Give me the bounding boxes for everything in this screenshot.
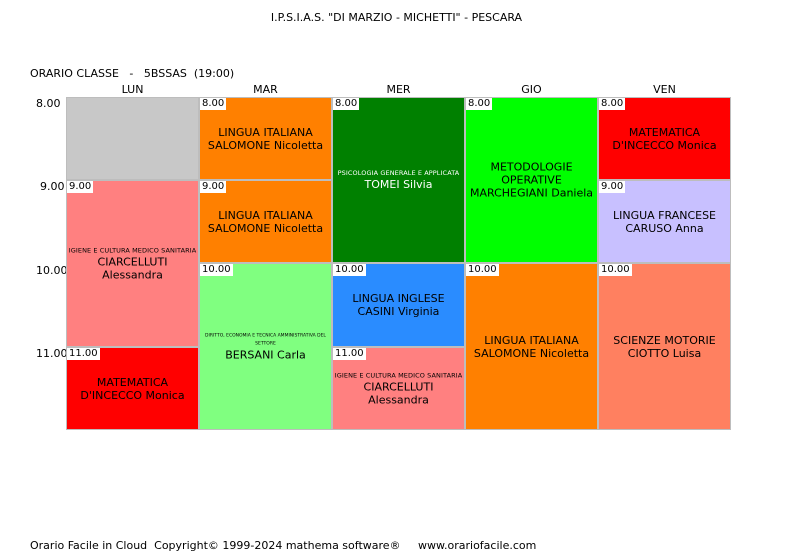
day-header-wed: MER [386, 83, 411, 96]
lesson-time: 11.00 [67, 348, 100, 360]
lesson-teacher: CIARCELLUTI Alessandra [97, 255, 168, 281]
footer-copyright: Orario Facile in Cloud Copyright© 1999-2… [30, 539, 537, 552]
lesson-time: 10.00 [333, 264, 366, 276]
lesson-teacher: CIOTTO Luisa [627, 346, 702, 360]
lesson-teacher: CIARCELLUTI Alessandra [363, 380, 434, 406]
day-header-thu: GIO [521, 83, 542, 96]
lesson-subject: DIRITTO, ECONOMIA E TECNICA AMMINISTRATI… [205, 333, 326, 346]
lesson-time: 9.00 [67, 181, 94, 193]
lesson-cell[interactable]: 8.00 METODOLOGIE OPERATIVE MARCHEGIANI D… [465, 97, 598, 263]
lesson-subject: LINGUA ITALIANA [218, 125, 313, 139]
lesson-time: 10.00 [200, 264, 233, 276]
lesson-subject: LINGUA INGLESE [352, 292, 445, 305]
lesson-teacher: CARUSO Anna [625, 221, 704, 235]
lesson-subject: MATEMATICA [96, 375, 169, 389]
lesson-subject: LINGUA ITALIANA [484, 333, 579, 347]
lesson-teacher: CASINI Virginia [357, 305, 440, 318]
lesson-cell[interactable]: 8.00 PSICOLOGIA GENERALE E APPLICATA TOM… [332, 97, 465, 263]
day-header-mon: LUN [121, 83, 144, 96]
lesson-teacher: TOMEI Silvia [364, 178, 433, 191]
lesson-cell[interactable]: 11.00 MATEMATICA D'INCECCO Monica [66, 347, 199, 430]
lesson-subject: SCIENZE MOTORIE [613, 333, 716, 347]
lesson-teacher: D'INCECCO Monica [80, 388, 185, 402]
lesson-subject: PSICOLOGIA GENERALE E APPLICATA [337, 169, 460, 177]
lesson-subject: LINGUA FRANCESE [612, 208, 717, 222]
lesson-subject: MATEMATICA [628, 125, 701, 139]
lesson-cell[interactable]: 9.00 LINGUA FRANCESE CARUSO Anna [598, 180, 731, 263]
day-header-fri: VEN [653, 83, 676, 96]
lesson-time: 10.00 [466, 264, 499, 276]
lesson-teacher: MARCHEGIANI Daniela [469, 186, 594, 200]
lesson-cell[interactable] [66, 97, 199, 180]
lesson-cell[interactable]: 9.00 IGIENE E CULTURA MEDICO SANITARIA C… [66, 180, 199, 347]
lesson-cell[interactable]: 9.00 LINGUA ITALIANA SALOMONE Nicoletta [199, 180, 332, 263]
class-label: ORARIO CLASSE - 5BSSAS (19:00) [30, 67, 235, 80]
lesson-subject: IGIENE E CULTURA MEDICO SANITARIA [334, 371, 463, 379]
lesson-time: 9.00 [200, 181, 227, 193]
lesson-teacher: SALOMONE Nicoletta [207, 221, 324, 235]
lesson-time: 8.00 [200, 98, 227, 110]
lesson-cell[interactable]: 8.00 LINGUA ITALIANA SALOMONE Nicoletta [199, 97, 332, 180]
lesson-subject: IGIENE E CULTURA MEDICO SANITARIA [68, 246, 197, 254]
lesson-subject: METODOLOGIE OPERATIVE [490, 160, 573, 187]
school-title: I.P.S.I.A.S. "DI MARZIO - MICHETTI" - PE… [270, 11, 523, 24]
hour-label-9: 9.00 [40, 180, 65, 193]
lesson-time: 10.00 [599, 264, 632, 276]
lesson-time: 9.00 [599, 181, 626, 193]
hour-label-11: 11.00 [36, 347, 68, 360]
lesson-subject: LINGUA ITALIANA [218, 208, 313, 222]
lesson-time: 8.00 [599, 98, 626, 110]
timetable-grid: 9.00 IGIENE E CULTURA MEDICO SANITARIA C… [66, 97, 731, 430]
lesson-cell[interactable]: 8.00 MATEMATICA D'INCECCO Monica [598, 97, 731, 180]
lesson-time: 11.00 [333, 348, 366, 360]
lesson-cell[interactable]: 10.00 LINGUA ITALIANA SALOMONE Nicoletta [465, 263, 598, 430]
lesson-cell[interactable]: 10.00 SCIENZE MOTORIE CIOTTO Luisa [598, 263, 731, 430]
lesson-time: 8.00 [333, 98, 360, 110]
hour-label-8: 8.00 [36, 97, 61, 110]
lesson-teacher: SALOMONE Nicoletta [473, 346, 590, 360]
day-header-tue: MAR [253, 83, 278, 96]
lesson-teacher: BERSANI Carla [225, 348, 306, 361]
hour-label-10: 10.00 [36, 264, 68, 277]
lesson-cell[interactable]: 10.00 DIRITTO, ECONOMIA E TECNICA AMMINI… [199, 263, 332, 430]
lesson-cell[interactable]: 11.00 IGIENE E CULTURA MEDICO SANITARIA … [332, 347, 465, 430]
lesson-cell[interactable]: 10.00 LINGUA INGLESE CASINI Virginia [332, 263, 465, 347]
lesson-teacher: SALOMONE Nicoletta [207, 138, 324, 152]
lesson-time: 8.00 [466, 98, 493, 110]
lesson-teacher: D'INCECCO Monica [612, 138, 717, 152]
